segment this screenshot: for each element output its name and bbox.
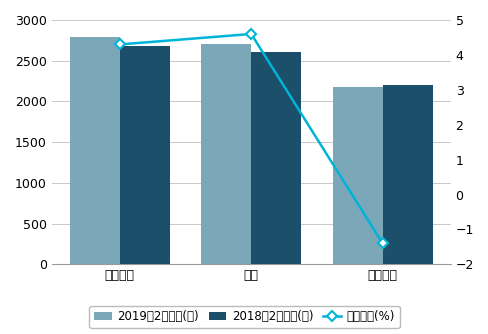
- Bar: [70, 37, 120, 265]
- Bar: [251, 52, 301, 265]
- Bar: [120, 46, 169, 265]
- Bar: [201, 44, 251, 265]
- Bar: [332, 87, 382, 265]
- Legend: 2019年2月完成(辆), 2018年2月完成(辆), 同比增长(%): 2019年2月完成(辆), 2018年2月完成(辆), 同比增长(%): [89, 306, 399, 328]
- Bar: [382, 85, 432, 265]
- 同比增长(%): [248, 32, 254, 36]
- 同比增长(%): [379, 241, 385, 245]
- 同比增长(%): [117, 42, 122, 46]
- Line: 同比增长(%): 同比增长(%): [116, 30, 386, 247]
